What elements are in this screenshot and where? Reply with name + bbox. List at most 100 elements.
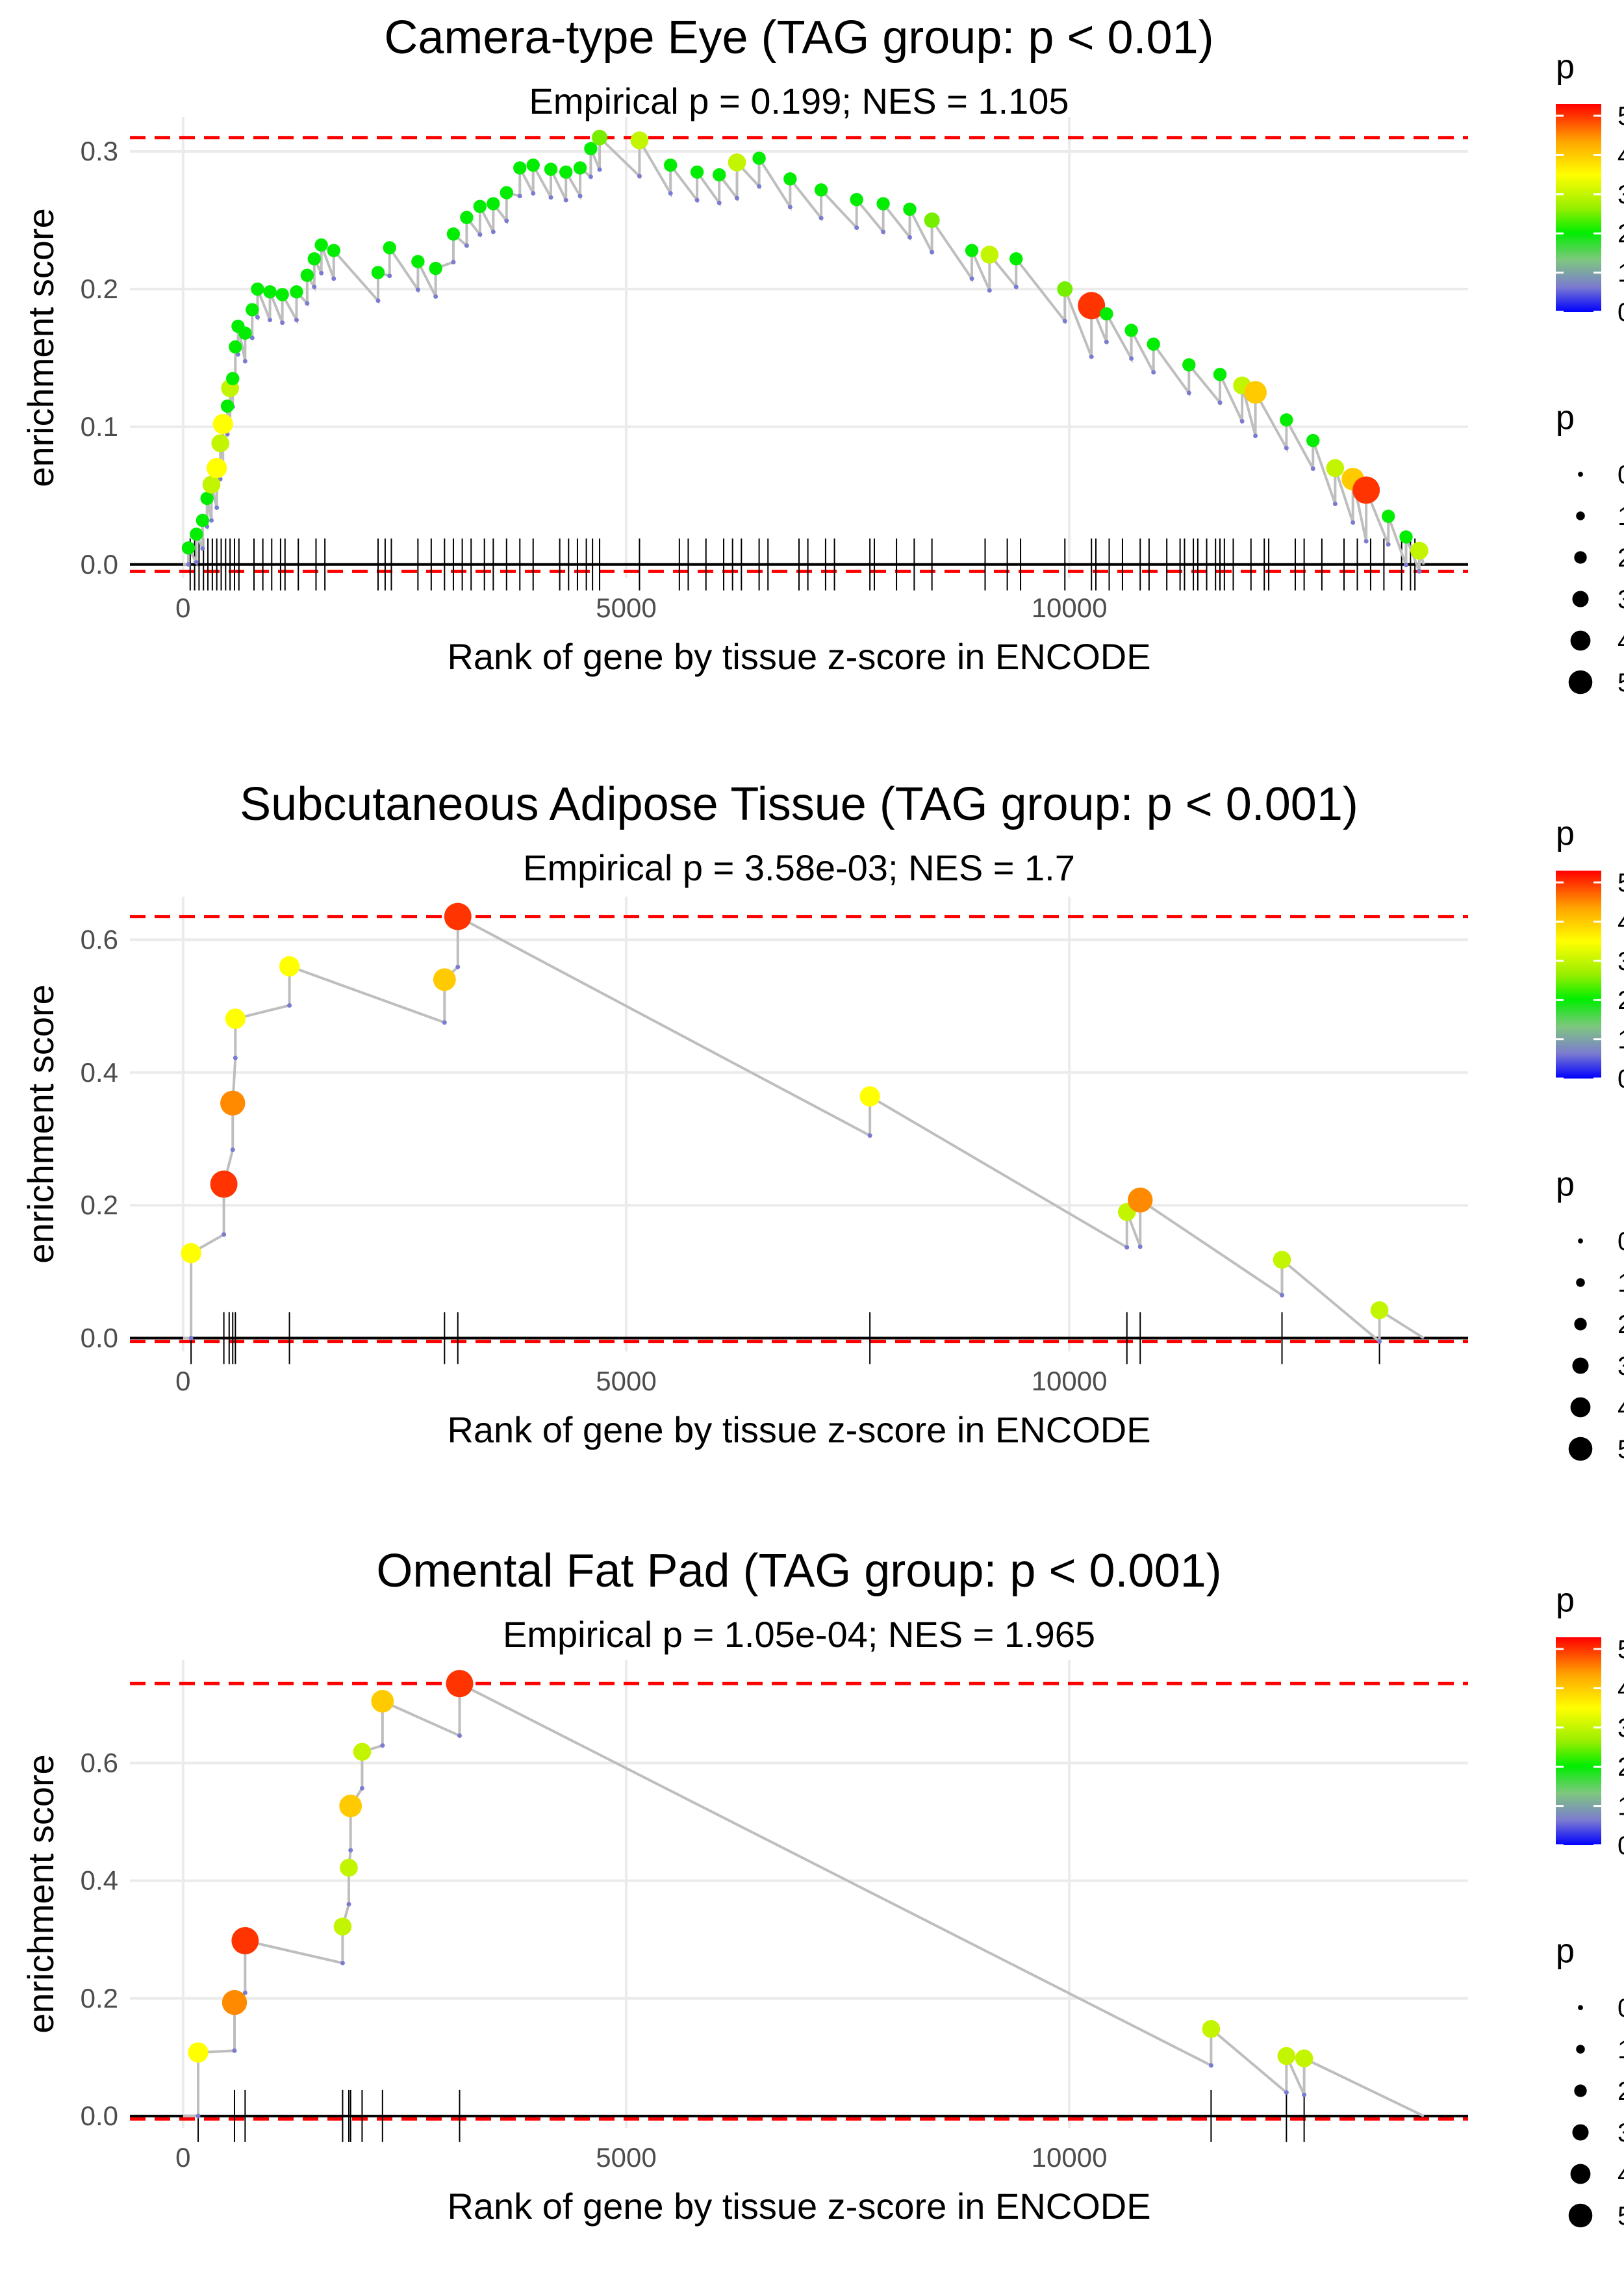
data-point [225, 1008, 246, 1029]
data-points [181, 902, 1389, 1320]
colorbar-label: 2 [1618, 1753, 1624, 1782]
data-point [1370, 1301, 1389, 1320]
size-key-dot [1574, 551, 1587, 564]
trough-point [517, 194, 522, 199]
trough-point [563, 198, 568, 203]
trough-point [504, 218, 509, 224]
trough-point [1351, 520, 1356, 525]
data-point [188, 2042, 209, 2063]
data-point [859, 1086, 880, 1107]
data-point [1306, 433, 1320, 448]
chart-panel-3: Omental Fat Pad (TAG group: p < 0.001) Em… [20, 1545, 1624, 2230]
y-tick-label: 0.2 [81, 1983, 118, 2013]
y-tick-label: 0.6 [81, 1747, 118, 1778]
data-point [559, 165, 573, 179]
data-point [473, 199, 487, 213]
y-tick-label: 0.1 [81, 411, 118, 442]
trough-point [196, 2114, 201, 2119]
size-key-label: 2 [1618, 2077, 1624, 2106]
data-point [290, 285, 303, 299]
colorbar [1556, 871, 1601, 1079]
data-point [460, 211, 474, 224]
colorbar-label: 4 [1618, 1674, 1624, 1703]
data-point [500, 186, 514, 199]
data-point [965, 244, 979, 257]
size-legend-title: p [1556, 399, 1575, 437]
data-point [196, 513, 210, 528]
size-key-dot [1572, 2124, 1589, 2141]
colorbar-label: 3 [1618, 947, 1624, 976]
colorbar-label: 1 [1618, 1026, 1624, 1054]
data-points [181, 129, 1428, 560]
trough-point [637, 173, 642, 179]
trough-point [451, 259, 456, 264]
y-tick-label: 0.2 [81, 274, 118, 304]
color-legend-title: p [1556, 815, 1575, 852]
trough-point [233, 1055, 238, 1060]
y-tick-label: 0.0 [81, 1323, 118, 1353]
colorbar-label: 0 [1618, 1065, 1624, 1093]
trough-point [717, 200, 722, 205]
data-point [229, 340, 242, 354]
data-point [1009, 252, 1023, 266]
data-point [573, 161, 587, 175]
legend: p 5 4 3 2 1 0 p 0 1 2 3 4 5 [1556, 1581, 1624, 2230]
data-point [314, 238, 328, 252]
size-key-dot [1576, 511, 1585, 520]
trough-points [186, 167, 1422, 574]
data-point [1277, 2047, 1296, 2065]
data-point [307, 252, 321, 266]
x-tick-label: 5000 [596, 1366, 656, 1396]
trough-point [294, 317, 299, 322]
y-tick-label: 0.4 [81, 1057, 118, 1088]
colorbar-label: 4 [1618, 908, 1624, 936]
data-point [210, 1170, 238, 1198]
colorbar-label: 2 [1618, 220, 1624, 248]
trough-point [346, 1902, 351, 1907]
data-point [1213, 368, 1227, 381]
size-key-label: 1 [1618, 1269, 1624, 1297]
trough-point [867, 1133, 872, 1138]
data-point [411, 255, 425, 268]
data-point [526, 158, 540, 172]
color-legend-title: p [1556, 1581, 1575, 1619]
data-point [1124, 324, 1138, 337]
trough-point [490, 229, 496, 235]
trough-point [375, 298, 381, 303]
trough-point [1284, 2090, 1289, 2095]
size-key-dot [1568, 2203, 1593, 2228]
data-point [752, 151, 766, 165]
colorbar-label: 0 [1618, 298, 1624, 327]
data-point [592, 129, 608, 146]
size-key-dot [1568, 1437, 1593, 1461]
data-point [1280, 413, 1293, 427]
data-point [246, 303, 259, 316]
size-legend-title: p [1556, 1166, 1575, 1203]
trough-point [457, 1733, 462, 1738]
data-point [544, 162, 558, 176]
trough-point [735, 196, 740, 201]
trough-points [188, 964, 1382, 1344]
size-key-dot [1570, 2164, 1591, 2184]
colorbar-label: 3 [1618, 1714, 1624, 1743]
colorbar-label: 0 [1618, 1832, 1624, 1860]
trough-point [280, 320, 285, 326]
data-point [630, 131, 649, 149]
trough-point [694, 198, 700, 203]
size-key-label: 2 [1618, 544, 1624, 572]
trough-point [1089, 354, 1094, 359]
data-point [1100, 307, 1113, 321]
trough-point [1104, 339, 1109, 344]
size-key-dot [1570, 1397, 1591, 1418]
trough-point [1239, 418, 1245, 424]
data-point [220, 1090, 246, 1116]
trough-point [464, 243, 469, 248]
y-tick-label: 0.4 [81, 1865, 118, 1896]
trough-point [200, 546, 205, 551]
colorbar [1556, 104, 1601, 312]
trough-point [1013, 285, 1019, 290]
data-point [446, 227, 461, 241]
colorbar-label: 1 [1618, 259, 1624, 288]
trough-point [1386, 542, 1391, 547]
data-point [220, 399, 235, 413]
